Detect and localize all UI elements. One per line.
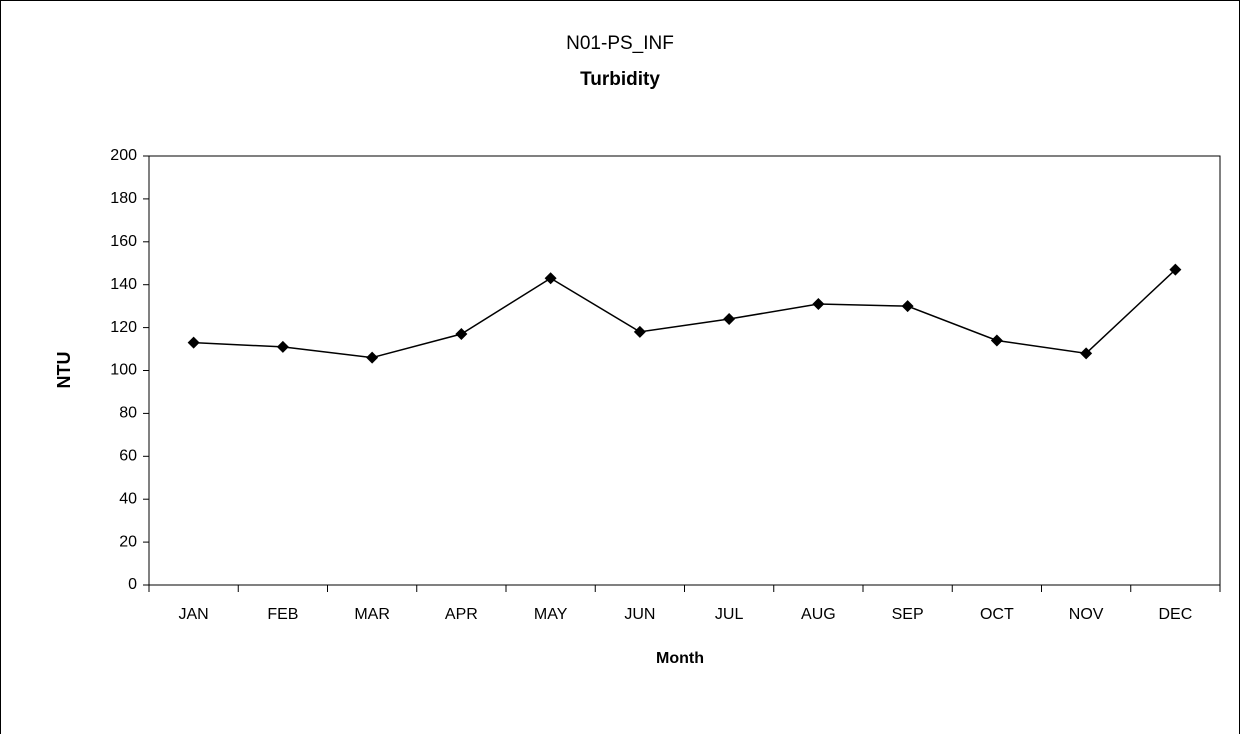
x-tick-label: SEP (892, 606, 924, 623)
marker (544, 272, 557, 285)
x-tick-label: FEB (267, 606, 298, 623)
y-tick-label: 140 (110, 276, 137, 293)
y-axis-label: NTU (54, 352, 74, 389)
marker (1080, 347, 1093, 360)
x-tick-label: AUG (801, 606, 836, 623)
y-tick-label: 200 (110, 147, 137, 164)
marker (276, 340, 289, 353)
y-tick-label: 160 (110, 233, 137, 250)
marker (901, 300, 914, 313)
line (193, 269, 1176, 359)
y-tick-label: 80 (119, 405, 137, 422)
chart-subtitle: Turbidity (580, 69, 660, 90)
x-tick-label: NOV (1069, 606, 1104, 623)
y-tick-label: 100 (110, 362, 137, 379)
chart-title: N01-PS_INF (566, 33, 674, 54)
x-tick-label: APR (445, 606, 478, 623)
y-tick-label: 20 (119, 533, 137, 550)
marker (723, 313, 736, 326)
marker (187, 336, 200, 349)
x-tick-label: JUN (624, 606, 655, 623)
y-tick-label: 120 (110, 319, 137, 336)
x-tick-label: DEC (1158, 606, 1192, 623)
y-tick-label: 40 (119, 490, 137, 507)
y-tick-label: 0 (128, 576, 137, 593)
marker (1169, 263, 1182, 276)
marker (455, 328, 468, 341)
marker (633, 325, 646, 338)
x-tick-label: JAN (179, 606, 209, 623)
marker (812, 298, 825, 311)
x-tick-label: MAR (354, 606, 390, 623)
y-tick-label: 60 (119, 448, 137, 465)
x-tick-label: OCT (980, 606, 1014, 623)
x-axis-label: Month (656, 650, 704, 667)
marker (990, 334, 1003, 347)
marker (366, 351, 379, 364)
x-tick-label: MAY (534, 606, 568, 623)
y-tick-label: 180 (110, 190, 137, 207)
x-tick-label: JUL (715, 606, 744, 623)
